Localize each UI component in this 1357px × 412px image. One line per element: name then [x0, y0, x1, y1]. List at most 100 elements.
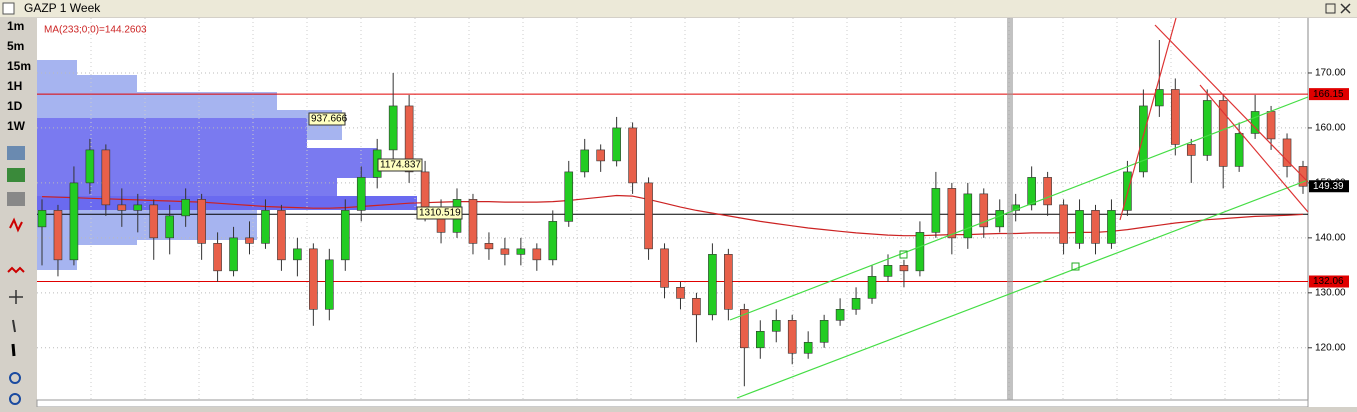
candle-body: [213, 243, 222, 272]
candle-body: [1091, 210, 1100, 244]
candle-body: [1234, 133, 1244, 167]
time-axis: [36, 399, 1309, 408]
timeframe-button[interactable]: 1W: [7, 119, 26, 133]
candle-body: [740, 309, 749, 349]
candle-body: [819, 320, 829, 343]
candle-body: [963, 193, 973, 239]
trend-line: [1199, 84, 1309, 213]
candle-body: [851, 298, 861, 310]
trend-line: [1154, 24, 1309, 183]
timeframe-button[interactable]: 1D: [7, 99, 23, 113]
candle-body: [181, 199, 190, 217]
candle-body: [500, 248, 510, 255]
tool-icon[interactable]: [9, 217, 23, 233]
candle-body: [420, 171, 430, 211]
candle-body: [516, 248, 526, 255]
profile-bar: [37, 118, 307, 148]
tool-icon[interactable]: [12, 319, 16, 333]
label-box: [377, 158, 423, 172]
candle-body: [1027, 177, 1036, 206]
candle-body: [1282, 138, 1292, 167]
zoom-in[interactable]: [9, 372, 21, 384]
candle-body: [1059, 204, 1068, 244]
candle-body: [995, 210, 1005, 228]
candle-body: [915, 232, 925, 272]
candle-body: [325, 259, 334, 310]
close-button[interactable]: [1340, 3, 1351, 14]
tool-icon[interactable]: [7, 192, 25, 206]
tool-icon[interactable]: [11, 343, 16, 357]
candle-body: [133, 204, 143, 211]
anchor-point: [899, 250, 908, 259]
candle-body: [947, 188, 957, 239]
candle-body: [356, 177, 366, 211]
price-axis: [1308, 18, 1357, 407]
tool-icon[interactable]: [7, 146, 25, 160]
candle-body: [867, 276, 877, 299]
label-box: [416, 206, 463, 220]
candle-body: [580, 149, 590, 173]
candle-body: [1202, 100, 1212, 156]
candle-body: [787, 320, 797, 354]
candle-body: [931, 188, 941, 233]
candle-body: [979, 193, 989, 228]
profile-label: 937.666: [311, 114, 348, 125]
drawing-tools: [729, 17, 1309, 400]
candle-body: [1266, 111, 1276, 140]
tool-icon[interactable]: [7, 266, 25, 274]
last-price-tag: [1309, 180, 1349, 193]
level-label: 166.15: [1313, 89, 1344, 100]
candle-body: [708, 254, 717, 316]
candle-body: [644, 182, 653, 250]
profile-label: 1310.519: [419, 208, 461, 219]
cursor-band: [1007, 18, 1013, 400]
candle-body: [532, 248, 542, 261]
ma-label: MA(233;0;0)=144.2603: [44, 25, 147, 36]
trend-line: [729, 96, 1309, 321]
zoom-out[interactable]: [9, 393, 21, 405]
candle-body: [85, 149, 95, 184]
level-tag: [1309, 88, 1349, 101]
candle-body: [340, 210, 350, 261]
profile-label: 1174.837: [380, 160, 421, 171]
candle-body: [229, 237, 238, 272]
candle-body: [53, 210, 63, 261]
candle-body: [484, 243, 494, 250]
title-bar: [0, 0, 1357, 17]
timeframe-button[interactable]: 15m: [7, 59, 31, 73]
candle-body: [596, 149, 605, 162]
candle-body: [803, 341, 813, 354]
maximize-button[interactable]: [1325, 3, 1336, 14]
last-price-label: 149.39: [1313, 181, 1344, 192]
candle-body: [692, 298, 701, 316]
window-title: GAZP 1 Week: [24, 1, 101, 15]
toolbar: [7, 146, 25, 405]
anchor-point: [1071, 262, 1080, 271]
candle-body: [293, 248, 302, 261]
candle-body: [101, 149, 111, 206]
candle-body: [1218, 100, 1228, 167]
candle-body: [309, 248, 318, 310]
tool-icon[interactable]: [9, 290, 23, 304]
candle-body: [1107, 210, 1116, 244]
candle-body: [1043, 177, 1052, 206]
y-tick-label: 160.00: [1315, 123, 1346, 134]
timeframe-button[interactable]: 1m: [7, 19, 24, 33]
candle-body: [899, 265, 909, 272]
timeframe-button[interactable]: 5m: [7, 39, 24, 53]
candle-body: [197, 199, 206, 244]
candle-body: [149, 204, 159, 239]
candle-body: [261, 210, 270, 244]
timeframe-button[interactable]: 1H: [7, 79, 22, 93]
candle-body: [117, 204, 127, 211]
y-tick-label: 170.00: [1315, 68, 1346, 79]
candle-body: [676, 287, 685, 299]
candle-body: [388, 105, 398, 151]
candle-body: [245, 237, 254, 244]
candle-body: [1139, 105, 1148, 173]
tool-icon[interactable]: [7, 168, 25, 182]
candle-body: [1250, 111, 1260, 134]
candle-body: [1171, 89, 1180, 145]
trend-line: [1119, 17, 1177, 221]
